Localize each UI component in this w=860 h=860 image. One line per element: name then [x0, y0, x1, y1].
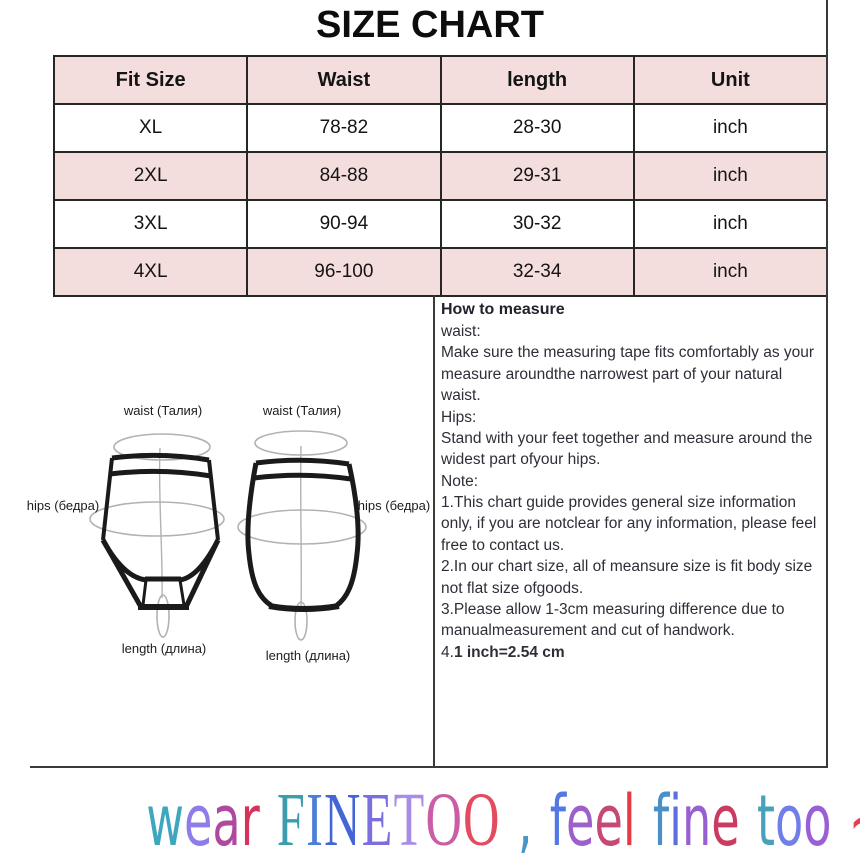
measure-guide-line: waist:: [441, 323, 481, 341]
body-guide-shape: [156, 594, 170, 638]
center-guide-line-back: [300, 445, 302, 611]
size-table-header: Fit Size Waist length Unit: [52, 55, 829, 105]
tagline-letter: ,: [517, 780, 533, 860]
tagline-letter: a: [212, 780, 241, 860]
panty-measure-diagram: waist (Талия) waist (Талия) hips (бедра)…: [27, 403, 430, 663]
side-seam-right: [207, 459, 220, 541]
back-outline-right: [334, 463, 361, 609]
size-table: Fit Size Waist length Unit XL 78-82 28-30 inch…: [52, 55, 829, 297]
measure-guide-heading: How to measure: [441, 301, 565, 318]
tagline-letter: N: [324, 778, 362, 860]
column-header: Unit: [632, 55, 829, 105]
hips-guide-ellipse: [89, 501, 225, 537]
table-cell: 90-94: [246, 199, 442, 249]
waist-label-back: waist (Талия): [262, 403, 341, 418]
column-header: Fit Size: [52, 55, 249, 105]
gusset-sides: [141, 579, 186, 606]
table-cell: 2XL: [52, 151, 249, 201]
panty-back-drawing: [237, 430, 367, 641]
measure-guide-line: 3.Please allow 1-3cm measuring differenc…: [441, 600, 785, 640]
table-row: 3XL 90-94 30-32 inch: [52, 199, 829, 249]
tagline-letter: F: [276, 778, 307, 860]
waist-guide-ellipse: [113, 433, 211, 461]
tagline-letter: e: [183, 780, 213, 860]
table-cell: 30-32: [439, 199, 635, 249]
length-label-front: length (длина): [122, 641, 207, 656]
table-row: 4XL 96-100 32-34 inch: [52, 247, 829, 297]
table-row: XL 78-82 28-30 inch: [52, 103, 829, 153]
tagline-letter: E: [361, 778, 394, 860]
conversion-prefix: 4.: [441, 643, 454, 661]
table-cell: 4XL: [52, 247, 249, 297]
tagline-letter: O: [463, 778, 501, 860]
tagline-letter: I: [306, 778, 325, 860]
waistband-top-line-back: [255, 457, 350, 467]
tagline-letter: O: [425, 778, 464, 860]
column-header: Waist: [246, 55, 442, 105]
hips-label-front: hips (бедра): [27, 498, 99, 513]
table-cell: 3XL: [52, 199, 249, 249]
body-guide-shape-back: [294, 601, 308, 641]
length-label-back: length (длина): [266, 648, 351, 663]
tagline-letter: n: [681, 780, 712, 860]
center-guide-line: [158, 447, 163, 599]
panty-front-drawing: [89, 433, 225, 638]
tagline-letter: o: [803, 780, 832, 860]
table-cell: 32-34: [439, 247, 635, 297]
leg-opening-right: [179, 538, 221, 583]
measure-guide-line: Make sure the measuring tape fits comfor…: [441, 344, 815, 405]
tagline-letter: f: [549, 780, 567, 860]
page-right-border: [826, 0, 828, 768]
tagline-letter: e: [566, 780, 595, 860]
table-cell: 78-82: [246, 103, 442, 153]
measure-guide-lines: waist: Make sure the measuring tape fits …: [441, 321, 824, 642]
table-cell: 96-100: [246, 247, 442, 297]
leg-opening-left: [100, 538, 147, 583]
table-cell: XL: [52, 103, 249, 153]
tagline-letter: w: [146, 780, 184, 860]
hips-label-back: hips (бедра): [358, 498, 430, 513]
measure-guide: How to measure waist: Make sure the measu…: [433, 295, 828, 768]
table-cell: inch: [632, 199, 829, 249]
tagline-letter: f: [652, 780, 670, 860]
conversion-value: 1 inch=2.54 cm: [453, 643, 565, 661]
header-row: Fit Size Waist length Unit: [52, 55, 829, 105]
tagline-letter: l: [622, 780, 636, 860]
waistband-bottom-line: [109, 468, 212, 479]
measure-guide-line: 2.In our chart size, all of meansure siz…: [441, 558, 813, 597]
tagline-letter: r: [240, 780, 260, 860]
tagline-letter: e: [711, 780, 740, 860]
tagline-letter: ~: [849, 786, 860, 856]
section-bottom-divider: [30, 766, 828, 768]
bottom-hem-back: [268, 603, 340, 612]
size-table-body: XL 78-82 28-30 inch 2XL 84-88 29-31 inch 3XL 90-9…: [52, 103, 829, 297]
page-title: SIZE CHART: [316, 4, 544, 46]
measure-guide-line: Note:: [441, 472, 479, 490]
hips-guide-ellipse-back: [237, 509, 367, 545]
table-cell: 28-30: [439, 103, 635, 153]
table-cell: 29-31: [439, 151, 635, 201]
measure-guide-line: Hips:: [441, 408, 477, 426]
waist-label-front: waist (Талия): [123, 403, 202, 418]
measure-guide-line: 1.This chart guide provides general size…: [441, 494, 817, 554]
table-cell: inch: [632, 247, 829, 297]
measure-guide-line: Stand with your feet together and measur…: [441, 429, 813, 469]
waistband-top-line: [111, 452, 210, 463]
tagline-letter: o: [774, 780, 804, 860]
tagline-letter: e: [594, 780, 623, 860]
measure-guide-conversion: 4.1 inch=2.54 cm: [441, 642, 824, 663]
side-seam-left: [101, 457, 114, 541]
column-header: length: [439, 55, 635, 105]
table-row: 2XL 84-88 29-31 inch: [52, 151, 829, 201]
table-cell: inch: [632, 151, 829, 201]
table-cell: 84-88: [246, 151, 442, 201]
tagline-letter: t: [756, 780, 775, 860]
tagline-letter: i: [669, 780, 682, 860]
back-outline-left: [245, 462, 274, 609]
waistband-bottom-line-back: [253, 472, 352, 482]
tagline-letter: T: [393, 778, 426, 860]
table-cell: inch: [632, 103, 829, 153]
